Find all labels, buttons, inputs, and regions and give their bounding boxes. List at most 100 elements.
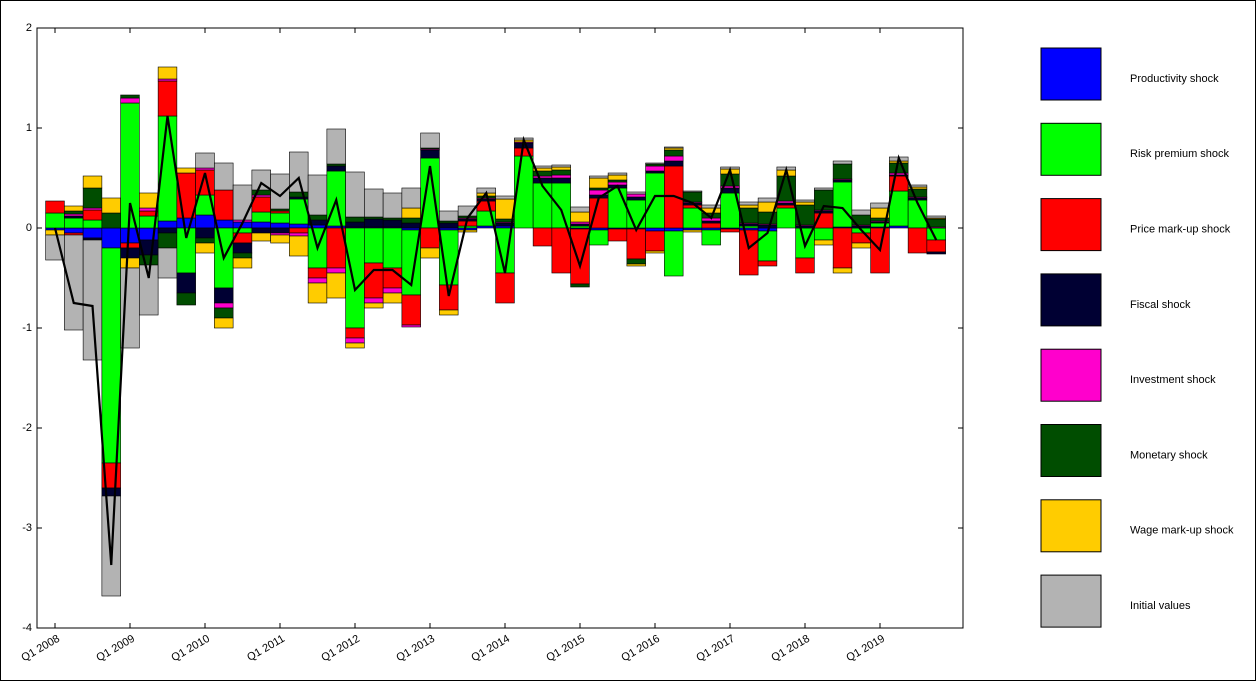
bar-segment xyxy=(364,216,384,220)
bar-segment xyxy=(589,177,609,189)
bar-segment xyxy=(101,212,121,229)
bar-segment xyxy=(757,224,778,229)
legend-label: Fiscal shock xyxy=(1130,299,1191,311)
y-tick-label: -2 xyxy=(22,422,32,434)
bar-segment xyxy=(232,184,253,221)
bar-segment xyxy=(814,239,834,246)
bar-segment xyxy=(82,239,103,361)
bar-segment xyxy=(64,215,84,219)
bar-segment xyxy=(214,302,234,309)
bar-segment xyxy=(682,229,703,233)
legend-swatch xyxy=(1040,198,1102,252)
bar-segment xyxy=(364,227,384,264)
bar-segment xyxy=(364,218,384,228)
bar-segment xyxy=(289,223,309,229)
bar-segment xyxy=(664,149,684,157)
bar-segment xyxy=(82,187,103,209)
bar-segment xyxy=(814,210,834,214)
legend-label: Price mark-up shock xyxy=(1130,224,1231,236)
bar-segment xyxy=(195,214,215,229)
bar-segment xyxy=(907,188,928,198)
bar-segment xyxy=(532,182,553,229)
plot-border xyxy=(36,27,964,629)
bar-segment xyxy=(176,217,196,229)
bar-segment xyxy=(682,190,703,193)
bar-segment xyxy=(814,227,834,241)
bar-segment xyxy=(439,210,459,222)
bar-segment xyxy=(270,232,290,236)
bar-segment xyxy=(570,206,590,213)
bar-segment xyxy=(326,272,346,299)
bar-segment xyxy=(195,242,215,254)
bar-segment xyxy=(157,80,178,117)
bar-segment xyxy=(532,177,553,184)
bar-segment xyxy=(82,175,103,189)
bar-segment xyxy=(45,212,65,229)
bar-segment xyxy=(795,257,815,274)
bar-segment xyxy=(270,222,290,229)
bar-segment xyxy=(832,227,853,269)
bar-segment xyxy=(326,128,346,165)
bar-segment xyxy=(270,234,290,244)
bar-segment xyxy=(101,227,121,249)
bar-segment xyxy=(382,292,403,304)
bar-segment xyxy=(795,201,815,206)
bar-segment xyxy=(345,221,365,228)
bar-segment xyxy=(82,219,103,229)
bar-segment xyxy=(251,227,271,234)
bar-segment xyxy=(232,227,253,234)
y-tick-label: 1 xyxy=(26,122,32,134)
bar-segment xyxy=(739,227,759,231)
bar-segment xyxy=(64,213,84,217)
bar-segment xyxy=(776,200,796,204)
bar-segment xyxy=(307,282,328,304)
bar-segment xyxy=(645,165,665,172)
bar-segment xyxy=(289,227,309,234)
bar-segment xyxy=(570,225,590,229)
bar-segment xyxy=(701,227,721,231)
bar-segment xyxy=(701,220,721,224)
legend-label: Wage mark-up shock xyxy=(1130,525,1234,537)
bar-segment xyxy=(626,263,646,267)
bar-segment xyxy=(251,211,271,223)
bar-segment xyxy=(607,228,628,242)
bar-segment xyxy=(364,188,384,218)
bar-segment xyxy=(439,222,459,229)
bar-segment xyxy=(607,187,628,229)
bar-segment xyxy=(457,227,478,231)
bar-segment xyxy=(589,227,609,231)
bar-segment xyxy=(157,227,178,234)
bar-segment xyxy=(289,151,309,193)
total-line xyxy=(53,115,938,566)
bar-segment xyxy=(664,160,684,167)
bar-segment xyxy=(289,235,309,257)
bar-segment xyxy=(626,193,646,198)
bar-segment xyxy=(214,162,234,191)
bar-segment xyxy=(232,242,253,254)
legend-label: Monetary shock xyxy=(1130,449,1208,461)
bar-segment xyxy=(570,221,590,225)
bar-segment xyxy=(907,197,928,201)
y-tick-label: 2 xyxy=(26,22,32,34)
bar-segment xyxy=(401,222,421,229)
bar-segment xyxy=(870,222,890,228)
bar-segment xyxy=(382,217,403,221)
bar-segment xyxy=(139,264,159,316)
bar-segment xyxy=(345,342,365,349)
bar-segment xyxy=(214,307,234,319)
bar-segment xyxy=(570,223,590,227)
bar-segment xyxy=(551,164,571,168)
bar-segment xyxy=(439,220,459,224)
bar-segment xyxy=(232,252,253,259)
bar-segment xyxy=(326,163,346,167)
bar-segment xyxy=(401,187,421,209)
bar-segment xyxy=(664,155,684,162)
bar-segment xyxy=(701,222,721,229)
bar-segment xyxy=(551,166,571,171)
bar-segment xyxy=(739,225,759,229)
bar-segment xyxy=(607,174,628,181)
bar-segment xyxy=(832,181,853,228)
bar-segment xyxy=(401,207,421,219)
bar-segment xyxy=(157,220,178,229)
